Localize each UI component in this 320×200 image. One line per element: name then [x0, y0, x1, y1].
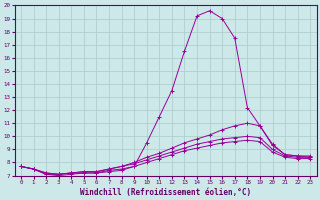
X-axis label: Windchill (Refroidissement éolien,°C): Windchill (Refroidissement éolien,°C): [80, 188, 251, 197]
